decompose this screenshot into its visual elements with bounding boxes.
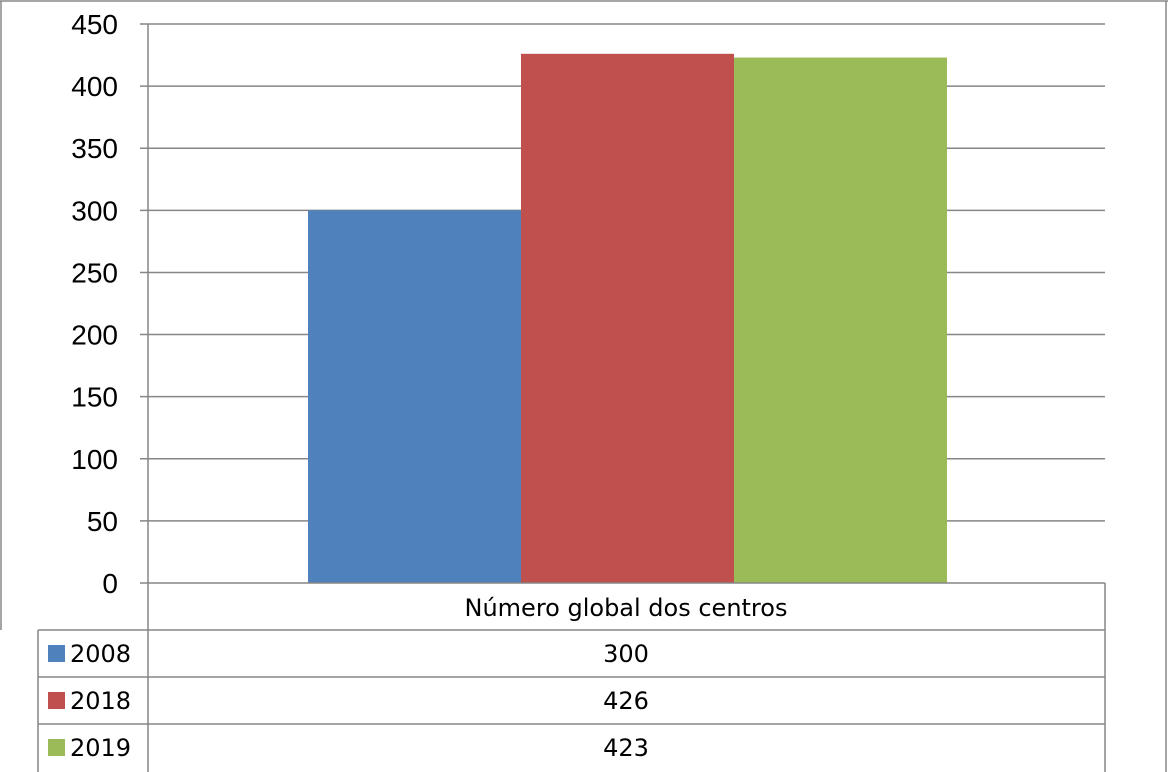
- table-row-value: 300: [603, 640, 649, 668]
- table-row-value: 423: [603, 734, 649, 762]
- y-tick-labels: 0 50 100 150 200 250 300 350 400 450: [71, 9, 118, 599]
- legend-swatch-2018: [48, 692, 65, 709]
- y-tick-label: 200: [71, 320, 118, 351]
- y-tick-label: 150: [71, 382, 118, 413]
- y-tick-label: 0: [102, 568, 118, 599]
- bar-2008: [308, 210, 521, 584]
- table-row-value: 426: [603, 687, 649, 715]
- data-table: Número global dos centros 2008 300 2018 …: [37, 583, 1106, 772]
- legend-swatch-2008: [48, 645, 65, 662]
- table-row-label: 2008: [70, 640, 131, 668]
- bar-2018: [521, 53, 734, 583]
- table-header: Número global dos centros: [465, 594, 788, 622]
- bar-2019: [734, 57, 947, 584]
- bars: [308, 53, 947, 584]
- y-tick-label: 450: [71, 9, 118, 40]
- y-tick-label: 350: [71, 133, 118, 164]
- table-row-label: 2019: [70, 734, 131, 762]
- legend-swatch-2019: [48, 739, 65, 756]
- y-tick-label: 50: [87, 506, 118, 537]
- y-tick-label: 250: [71, 257, 118, 288]
- y-tick-label: 300: [71, 195, 118, 226]
- y-tick-label: 400: [71, 71, 118, 102]
- table-row-label: 2018: [70, 687, 131, 715]
- y-tick-label: 100: [71, 444, 118, 475]
